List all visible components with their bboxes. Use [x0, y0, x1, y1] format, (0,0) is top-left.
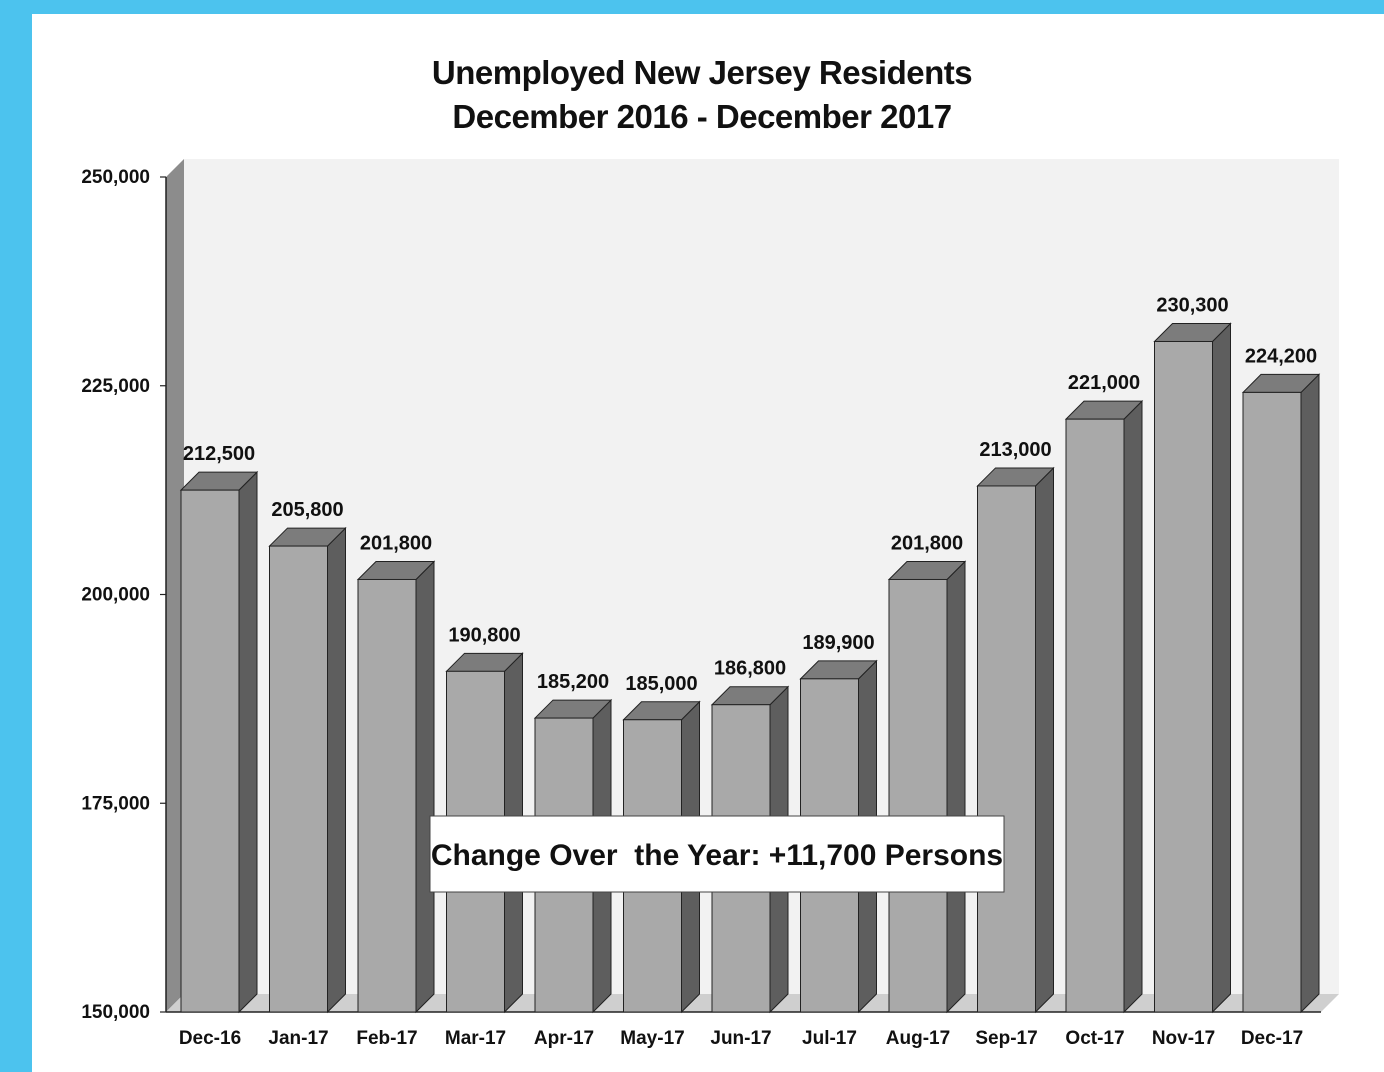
x-tick-label: Oct-17 — [1065, 1028, 1124, 1049]
data-label: 213,000 — [979, 439, 1051, 461]
x-tick-label: Mar-17 — [445, 1028, 506, 1049]
data-label: 189,900 — [802, 632, 874, 654]
x-tick-label: Nov-17 — [1152, 1028, 1215, 1049]
data-label: 230,300 — [1156, 294, 1228, 316]
x-tick-label: Dec-16 — [179, 1028, 241, 1049]
bar-front — [269, 545, 328, 1013]
x-tick-label: May-17 — [620, 1028, 684, 1049]
x-tick-label: Dec-17 — [1241, 1028, 1303, 1049]
bar-side — [1123, 399, 1143, 1014]
bar-side — [1212, 322, 1231, 1014]
bar-side — [327, 526, 346, 1014]
data-label: 190,800 — [448, 624, 520, 646]
data-label: 185,200 — [537, 671, 609, 693]
x-tick-label: Apr-17 — [534, 1028, 594, 1049]
bar: 221,000 — [1064, 372, 1144, 1014]
bar-front — [977, 485, 1036, 1013]
bar-front — [357, 578, 417, 1013]
bar: 224,200 — [1241, 345, 1321, 1014]
bar: 212,500 — [179, 443, 259, 1014]
data-label: 201,800 — [891, 532, 963, 554]
annotation-box: Change Over the Year: +11,700 Persons — [429, 815, 1005, 893]
y-tick-label: 175,000 — [81, 793, 150, 814]
x-tick-label: Sep-17 — [975, 1028, 1037, 1049]
bar: 205,800 — [268, 499, 347, 1014]
bar: 201,800 — [356, 532, 436, 1014]
x-axis-ticks: Dec-16 Jan-17 Feb-17 Mar-17 Apr-17 May-17 Jun-… — [179, 1028, 1303, 1049]
chart-subtitle: December 2016 - December 2017 — [452, 98, 951, 135]
bar-front — [1065, 418, 1125, 1013]
bar: 201,800 — [887, 532, 967, 1014]
chart-title: Unemployed New Jersey Residents — [432, 54, 972, 91]
bar-side — [238, 470, 258, 1014]
data-label: 224,200 — [1245, 345, 1317, 367]
y-tick-label: 250,000 — [81, 167, 150, 188]
x-tick-label: Jun-17 — [710, 1028, 771, 1049]
x-tick-label: Feb-17 — [356, 1028, 417, 1049]
y-tick-label: 200,000 — [81, 585, 150, 606]
data-label: 185,000 — [625, 673, 697, 695]
bar-front — [1154, 340, 1213, 1013]
plot-side-wall — [166, 159, 184, 1012]
bar-front — [180, 489, 240, 1013]
y-tick-label: 150,000 — [81, 1002, 150, 1023]
chart-panel: Unemployed New Jersey Residents December… — [32, 14, 1384, 1072]
data-label: 186,800 — [714, 658, 786, 680]
bar-side — [1300, 373, 1320, 1014]
data-label: 201,800 — [360, 532, 432, 554]
data-label: 212,500 — [183, 443, 255, 465]
x-tick-label: Jan-17 — [268, 1028, 328, 1049]
bar-front — [1242, 391, 1302, 1013]
bar-front — [888, 578, 948, 1013]
y-axis-ticks: 150,000 175,000 200,000 225,000 250,000 — [81, 167, 166, 1023]
x-tick-label: Aug-17 — [886, 1028, 950, 1049]
bar-side — [415, 560, 435, 1014]
bar: 213,000 — [976, 439, 1055, 1014]
bar-side — [1035, 466, 1054, 1014]
bar: 230,300 — [1153, 294, 1232, 1014]
data-label: 205,800 — [271, 499, 343, 521]
y-tick-label: 225,000 — [81, 376, 150, 397]
data-label: 221,000 — [1068, 372, 1140, 394]
annotation-text: Change Over the Year: +11,700 Persons — [431, 839, 1003, 872]
bar-side — [946, 560, 966, 1014]
bar-chart: Unemployed New Jersey Residents December… — [81, 54, 1339, 1049]
x-tick-label: Jul-17 — [802, 1028, 857, 1049]
